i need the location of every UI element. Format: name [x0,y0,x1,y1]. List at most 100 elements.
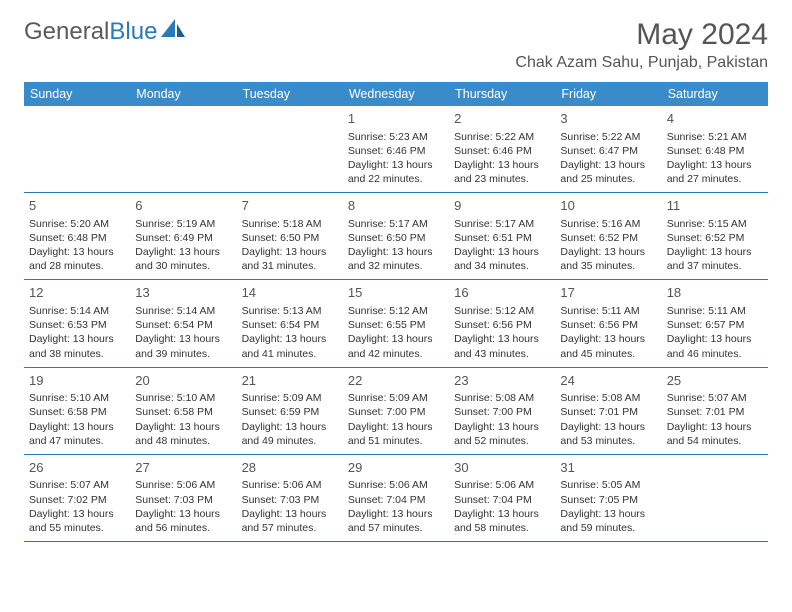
daylight-text: and 52 minutes. [454,434,550,448]
daylight-text: Daylight: 13 hours [242,245,338,259]
sunset-text: Sunset: 7:02 PM [29,493,125,507]
daylight-text: Daylight: 13 hours [135,332,231,346]
daylight-text: and 57 minutes. [348,521,444,535]
daylight-text: Daylight: 13 hours [454,158,550,172]
sunset-text: Sunset: 6:52 PM [560,231,656,245]
day-header-row: SundayMondayTuesdayWednesdayThursdayFrid… [24,82,768,106]
day-cell: 23Sunrise: 5:08 AMSunset: 7:00 PMDayligh… [449,368,555,454]
day-cell: 21Sunrise: 5:09 AMSunset: 6:59 PMDayligh… [237,368,343,454]
daylight-text: Daylight: 13 hours [348,158,444,172]
sunrise-text: Sunrise: 5:09 AM [242,391,338,405]
day-header: Sunday [24,82,130,106]
day-number: 17 [560,284,656,302]
day-header: Wednesday [343,82,449,106]
day-cell: 10Sunrise: 5:16 AMSunset: 6:52 PMDayligh… [555,193,661,279]
sail-icon [161,18,187,46]
day-cell: 16Sunrise: 5:12 AMSunset: 6:56 PMDayligh… [449,280,555,366]
daylight-text: and 49 minutes. [242,434,338,448]
day-number: 23 [454,372,550,390]
day-cell: 31Sunrise: 5:05 AMSunset: 7:05 PMDayligh… [555,455,661,541]
daylight-text: and 39 minutes. [135,347,231,361]
week-row: 12Sunrise: 5:14 AMSunset: 6:53 PMDayligh… [24,280,768,367]
sunrise-text: Sunrise: 5:06 AM [348,478,444,492]
sunrise-text: Sunrise: 5:14 AM [135,304,231,318]
day-cell: 15Sunrise: 5:12 AMSunset: 6:55 PMDayligh… [343,280,449,366]
day-number: 14 [242,284,338,302]
sunrise-text: Sunrise: 5:23 AM [348,130,444,144]
daylight-text: Daylight: 13 hours [560,332,656,346]
daylight-text: Daylight: 13 hours [560,158,656,172]
daylight-text: Daylight: 13 hours [667,158,763,172]
sunrise-text: Sunrise: 5:17 AM [348,217,444,231]
sunrise-text: Sunrise: 5:08 AM [454,391,550,405]
sunrise-text: Sunrise: 5:12 AM [348,304,444,318]
day-number: 16 [454,284,550,302]
day-cell: 11Sunrise: 5:15 AMSunset: 6:52 PMDayligh… [662,193,768,279]
sunset-text: Sunset: 6:49 PM [135,231,231,245]
daylight-text: and 55 minutes. [29,521,125,535]
day-number: 8 [348,197,444,215]
sunset-text: Sunset: 6:50 PM [242,231,338,245]
day-number: 31 [560,459,656,477]
sunrise-text: Sunrise: 5:05 AM [560,478,656,492]
day-number: 1 [348,110,444,128]
sunset-text: Sunset: 6:56 PM [560,318,656,332]
day-header: Thursday [449,82,555,106]
day-cell: 19Sunrise: 5:10 AMSunset: 6:58 PMDayligh… [24,368,130,454]
daylight-text: Daylight: 13 hours [242,332,338,346]
day-cell: 24Sunrise: 5:08 AMSunset: 7:01 PMDayligh… [555,368,661,454]
day-number: 15 [348,284,444,302]
day-number: 27 [135,459,231,477]
daylight-text: and 58 minutes. [454,521,550,535]
sunset-text: Sunset: 6:55 PM [348,318,444,332]
empty-cell [24,106,130,192]
day-number: 28 [242,459,338,477]
day-number: 25 [667,372,763,390]
day-cell: 5Sunrise: 5:20 AMSunset: 6:48 PMDaylight… [24,193,130,279]
sunrise-text: Sunrise: 5:06 AM [454,478,550,492]
daylight-text: Daylight: 13 hours [348,245,444,259]
daylight-text: and 30 minutes. [135,259,231,273]
daylight-text: and 27 minutes. [667,172,763,186]
day-number: 11 [667,197,763,215]
daylight-text: and 32 minutes. [348,259,444,273]
sunrise-text: Sunrise: 5:06 AM [135,478,231,492]
sunrise-text: Sunrise: 5:10 AM [135,391,231,405]
daylight-text: and 25 minutes. [560,172,656,186]
sunrise-text: Sunrise: 5:22 AM [454,130,550,144]
logo-text-blue: Blue [109,18,157,46]
daylight-text: Daylight: 13 hours [348,507,444,521]
daylight-text: and 57 minutes. [242,521,338,535]
sunset-text: Sunset: 6:50 PM [348,231,444,245]
day-number: 21 [242,372,338,390]
week-row: 26Sunrise: 5:07 AMSunset: 7:02 PMDayligh… [24,455,768,542]
daylight-text: and 46 minutes. [667,347,763,361]
daylight-text: and 54 minutes. [667,434,763,448]
day-cell: 1Sunrise: 5:23 AMSunset: 6:46 PMDaylight… [343,106,449,192]
daylight-text: and 43 minutes. [454,347,550,361]
location-text: Chak Azam Sahu, Punjab, Pakistan [515,54,768,72]
sunset-text: Sunset: 7:03 PM [135,493,231,507]
day-number: 3 [560,110,656,128]
sunrise-text: Sunrise: 5:11 AM [560,304,656,318]
sunrise-text: Sunrise: 5:22 AM [560,130,656,144]
empty-cell [662,455,768,541]
day-header: Saturday [662,82,768,106]
title-block: May 2024 Chak Azam Sahu, Punjab, Pakista… [515,18,768,72]
sunrise-text: Sunrise: 5:18 AM [242,217,338,231]
day-number: 26 [29,459,125,477]
sunrise-text: Sunrise: 5:20 AM [29,217,125,231]
sunset-text: Sunset: 7:01 PM [667,405,763,419]
sunset-text: Sunset: 6:48 PM [29,231,125,245]
daylight-text: Daylight: 13 hours [560,245,656,259]
day-number: 18 [667,284,763,302]
daylight-text: and 59 minutes. [560,521,656,535]
month-title: May 2024 [515,18,768,52]
sunset-text: Sunset: 7:03 PM [242,493,338,507]
sunset-text: Sunset: 6:56 PM [454,318,550,332]
week-row: 1Sunrise: 5:23 AMSunset: 6:46 PMDaylight… [24,106,768,193]
daylight-text: and 45 minutes. [560,347,656,361]
daylight-text: and 47 minutes. [29,434,125,448]
day-cell: 28Sunrise: 5:06 AMSunset: 7:03 PMDayligh… [237,455,343,541]
sunrise-text: Sunrise: 5:17 AM [454,217,550,231]
